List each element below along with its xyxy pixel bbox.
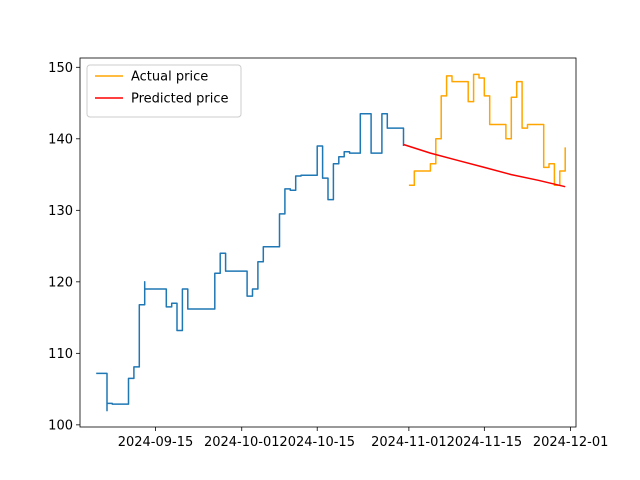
x-tick-label: 2024-10-01 [204,435,280,450]
x-tick-label: 2024-11-01 [371,435,447,450]
x-tick-label: 2024-11-15 [447,435,523,450]
y-tick-label: 150 [48,61,73,76]
y-tick-label: 120 [48,275,73,290]
legend: Actual price Predicted price [86,64,242,118]
legend-label-actual-price: Actual price [131,70,208,85]
series-layer [96,73,566,412]
series-line-history-price [96,113,405,412]
y-tick-label: 140 [48,132,73,147]
y-tick-label: 100 [48,418,73,433]
axes-frame [79,57,577,428]
y-axis: 100 110 120 130 140 150 [48,61,80,433]
legend-label-predicted-price: Predicted price [131,92,229,107]
x-tick-label: 2024-10-15 [279,435,355,450]
series-line-actual-price [408,73,566,187]
x-tick-label: 2024-09-15 [118,435,194,450]
y-tick-label: 110 [48,347,73,362]
y-tick-label: 130 [48,204,73,219]
series-line-predicted-price [403,143,566,188]
x-tick-label: 2024-12-01 [533,435,609,450]
x-axis: 2024-09-15 2024-10-01 2024-10-15 2024-11-01… [118,427,609,450]
legend-box [86,64,242,118]
